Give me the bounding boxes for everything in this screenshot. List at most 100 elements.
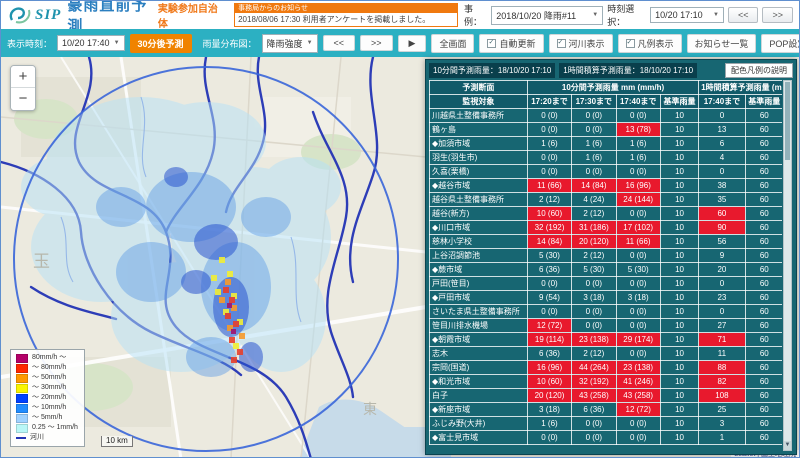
row-value-cell: 0 (0) — [572, 123, 616, 137]
row-value-cell: 10 — [660, 277, 698, 291]
row-value-cell: 10 — [660, 193, 698, 207]
legend-label: ～ 80mm/h — [32, 364, 66, 373]
row-target-name[interactable]: ◆朝霞市域 — [430, 333, 528, 347]
row-value-cell: 10 — [660, 305, 698, 319]
table-row: ◆越谷市域11 (66)14 (84)16 (96)103860 — [430, 179, 783, 193]
row-target-name[interactable]: ◆富士見市域 — [430, 431, 528, 445]
legend-help-button[interactable]: 配色凡例の説明 — [725, 63, 793, 78]
row-value-cell: 0 (0) — [616, 165, 660, 179]
chevron-down-icon: ▼ — [114, 40, 120, 46]
map-place-label: 玉 — [33, 247, 50, 272]
row-target-name[interactable]: 宗岡(国道) — [430, 361, 528, 375]
case-prev-button[interactable]: << — [728, 7, 759, 23]
row-value-cell: 60 — [745, 165, 782, 179]
row-value-cell: 2 (12) — [527, 193, 571, 207]
legend-label: ～ 5mm/h — [32, 414, 62, 423]
table-row: 戸田(笹目)0 (0)0 (0)0 (0)10060 — [430, 277, 783, 291]
row-value-cell: 10 — [660, 389, 698, 403]
row-value-cell: 60 — [745, 305, 782, 319]
time-select[interactable]: 10/20 17:10 ▼ — [650, 7, 724, 23]
row-value-cell: 10 — [660, 179, 698, 193]
case-select-value: 2018/10/20 降雨#11 — [496, 9, 576, 22]
row-value-cell: 31 (186) — [572, 221, 616, 235]
case-label: 事例： — [464, 2, 487, 28]
row-value-cell: 10 (60) — [527, 207, 571, 221]
row-value-cell: 12 (72) — [527, 319, 571, 333]
row-target-name[interactable]: 笹目川排水機場 — [430, 319, 528, 333]
toolbar-button[interactable]: 河川表示 — [549, 34, 613, 53]
row-value-cell: 10 — [660, 249, 698, 263]
row-value-cell: 0 (0) — [616, 277, 660, 291]
display-time-select[interactable]: 10/20 17:40 ▼ — [57, 35, 125, 51]
row-target-name[interactable]: ◆川口市域 — [430, 221, 528, 235]
row-value-cell: 60 — [745, 333, 782, 347]
row-value-cell: 2 (12) — [572, 207, 616, 221]
forecast-30min-button[interactable]: 30分後予測 — [130, 34, 192, 53]
row-value-cell: 11 (66) — [527, 179, 571, 193]
row-target-name[interactable]: さいたま県土整備事務所 — [430, 305, 528, 319]
row-target-name[interactable]: ◆新座市域 — [430, 403, 528, 417]
row-target-name[interactable]: 戸田(笹目) — [430, 277, 528, 291]
legend-swatch — [16, 424, 28, 433]
row-target-name[interactable]: ◆加須市域 — [430, 137, 528, 151]
play-button[interactable]: ▶ — [398, 35, 427, 52]
table-scrollbar[interactable]: ▼ — [783, 80, 792, 451]
map-scale: 10 km — [101, 436, 133, 447]
row-value-cell: 60 — [745, 431, 782, 445]
checkbox-icon — [487, 39, 496, 48]
row-value-cell: 10 — [660, 403, 698, 417]
row-target-name[interactable]: 川越県土整備事務所 — [430, 109, 528, 123]
toolbar-button[interactable]: 全画面 — [431, 34, 474, 53]
row-target-name[interactable]: ふじみ野(大井) — [430, 417, 528, 431]
row-value-cell: 0 (0) — [572, 109, 616, 123]
legend-label: ～ 30mm/h — [32, 384, 66, 393]
row-target-name[interactable]: ◆戸田市域 — [430, 291, 528, 305]
scrollbar-thumb[interactable] — [785, 82, 790, 160]
row-target-name[interactable]: 越谷県土整備事務所 — [430, 193, 528, 207]
sip-swirl-icon — [7, 5, 33, 25]
row-value-cell: 29 (174) — [616, 333, 660, 347]
row-target-name[interactable]: 久喜(栗橋) — [430, 165, 528, 179]
legend-item: ～ 50mm/h — [16, 374, 78, 383]
row-value-cell: 60 — [745, 179, 782, 193]
scrollbar-down-arrow[interactable]: ▼ — [784, 441, 791, 450]
toolbar-button[interactable]: お知らせ一覧 — [687, 34, 757, 53]
row-value-cell: 10 — [660, 151, 698, 165]
row-value-cell: 20 (120) — [572, 235, 616, 249]
legend-item: ～ 5mm/h — [16, 414, 78, 423]
row-value-cell: 10 — [660, 417, 698, 431]
row-value-cell: 60 — [745, 249, 782, 263]
row-target-name[interactable]: ◆越谷市域 — [430, 179, 528, 193]
toolbar-button-label: 河川表示 — [569, 37, 605, 50]
zoom-in-button[interactable]: + — [11, 66, 35, 88]
toolbar-button[interactable]: 凡例表示 — [618, 34, 682, 53]
row-value-cell: 35 — [699, 193, 745, 207]
row-value-cell: 0 (0) — [527, 165, 571, 179]
row-target-name[interactable]: 羽生(羽生市) — [430, 151, 528, 165]
table-header-row: 監視対象 17:20まで 17:30まで 17:40まで 基準雨量 17:40ま… — [430, 95, 783, 109]
row-target-name[interactable]: 慈林小学校 — [430, 235, 528, 249]
row-target-name[interactable]: 越谷(新方) — [430, 207, 528, 221]
case-next-button[interactable]: >> — [762, 7, 793, 23]
row-target-name[interactable]: 鶴ヶ島 — [430, 123, 528, 137]
row-value-cell: 10 — [660, 109, 698, 123]
col-target: 監視対象 — [430, 95, 528, 109]
row-value-cell: 43 (258) — [616, 389, 660, 403]
toolbar-button[interactable]: POP設定 — [761, 34, 800, 53]
case-select[interactable]: 2018/10/20 降雨#11 ▼ — [491, 6, 603, 25]
row-target-name[interactable]: 白子 — [430, 389, 528, 403]
row-target-name[interactable]: 上谷沼調節池 — [430, 249, 528, 263]
zoom-out-button[interactable]: − — [11, 88, 35, 110]
row-target-name[interactable]: ◆蕨市域 — [430, 263, 528, 277]
row-target-name[interactable]: 志木 — [430, 347, 528, 361]
table-row: ◆新座市域3 (18)6 (36)12 (72)102560 — [430, 403, 783, 417]
step-forward-button[interactable]: >> — [360, 35, 393, 51]
row-value-cell: 0 (0) — [527, 305, 571, 319]
row-value-cell: 5 (30) — [616, 263, 660, 277]
row-target-name[interactable]: ◆和光市域 — [430, 375, 528, 389]
step-back-button[interactable]: << — [323, 35, 356, 51]
toolbar-button[interactable]: 自動更新 — [479, 34, 543, 53]
table-row: 越谷県土整備事務所2 (12)4 (24)24 (144)103560 — [430, 193, 783, 207]
notice-body: 2018/08/06 17:30 利用者アンケートを掲載しました。 — [235, 13, 457, 26]
overlay-select[interactable]: 降雨強度 ▼ — [262, 34, 318, 53]
